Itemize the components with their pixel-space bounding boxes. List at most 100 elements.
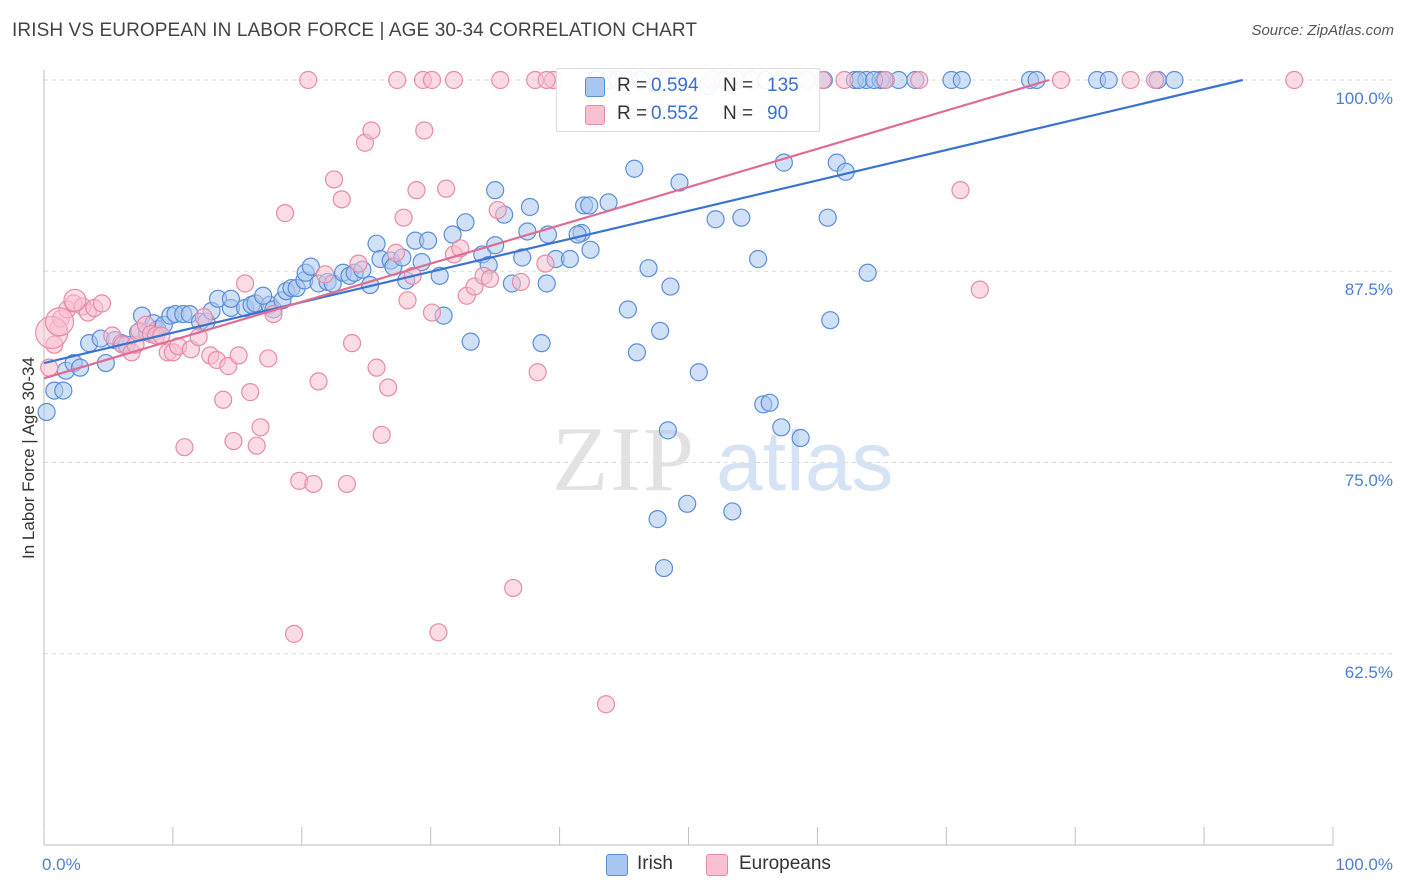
- irish-point-93[interactable]: [678, 494, 697, 513]
- irish-point-62[interactable]: [461, 332, 480, 351]
- irish-point-61[interactable]: [456, 213, 475, 232]
- irish-point-82[interactable]: [580, 196, 599, 215]
- europeans-point-79[interactable]: [444, 70, 464, 90]
- irish-point-106[interactable]: [818, 208, 837, 227]
- europeans-point-38[interactable]: [275, 204, 295, 223]
- europeans-point-31[interactable]: [229, 346, 248, 365]
- irish-point-84[interactable]: [627, 343, 647, 362]
- irish-point-90[interactable]: [661, 277, 680, 296]
- europeans-point-75[interactable]: [299, 70, 318, 90]
- europeans-point-95[interactable]: [1285, 70, 1304, 90]
- irish-point-32[interactable]: [254, 286, 273, 305]
- irish-point-76[interactable]: [560, 249, 580, 269]
- europeans-point-87[interactable]: [835, 70, 854, 90]
- irish-point-74[interactable]: [537, 274, 556, 293]
- europeans-point-94[interactable]: [1146, 70, 1165, 90]
- europeans-point-9[interactable]: [92, 294, 112, 313]
- irish-point-87[interactable]: [651, 321, 670, 341]
- europeans-point-47[interactable]: [342, 334, 362, 353]
- europeans-point-56[interactable]: [398, 291, 417, 310]
- irish-point-49[interactable]: [367, 234, 386, 253]
- europeans-point-89[interactable]: [910, 70, 929, 90]
- irish-point-94[interactable]: [689, 363, 708, 382]
- europeans-point-34[interactable]: [247, 436, 266, 455]
- europeans-point-59[interactable]: [415, 121, 434, 140]
- europeans-point-30[interactable]: [224, 431, 243, 451]
- irish-point-92[interactable]: [670, 173, 689, 192]
- europeans-point-68[interactable]: [480, 269, 500, 288]
- irish-point-57[interactable]: [419, 231, 438, 250]
- europeans-point-62[interactable]: [437, 179, 456, 198]
- europeans-point-44[interactable]: [324, 170, 344, 189]
- irish-point-0[interactable]: [37, 402, 56, 422]
- europeans-point-72[interactable]: [528, 363, 547, 382]
- europeans-point-93[interactable]: [1121, 70, 1140, 90]
- europeans-point-61[interactable]: [429, 623, 448, 642]
- irish-point-125[interactable]: [1099, 70, 1118, 90]
- irish-point-72[interactable]: [532, 334, 551, 353]
- europeans-point-35[interactable]: [251, 418, 270, 437]
- europeans-point-32[interactable]: [235, 274, 255, 293]
- irish-point-89[interactable]: [654, 558, 674, 578]
- europeans-point-74[interactable]: [596, 695, 616, 714]
- europeans-point-58[interactable]: [407, 181, 426, 200]
- europeans-point-53[interactable]: [379, 378, 398, 397]
- europeans-point-42[interactable]: [309, 372, 328, 391]
- europeans-point-51[interactable]: [367, 358, 386, 377]
- europeans-point-92[interactable]: [1051, 70, 1071, 90]
- irish-point-105[interactable]: [821, 311, 840, 330]
- irish-point-88[interactable]: [648, 510, 667, 529]
- europeans-large-point-1[interactable]: [44, 307, 75, 337]
- irish-point-102[interactable]: [772, 418, 791, 437]
- europeans-point-70[interactable]: [504, 578, 523, 598]
- europeans-point-90[interactable]: [951, 181, 970, 200]
- europeans-point-69[interactable]: [488, 200, 507, 220]
- irish-point-60[interactable]: [443, 225, 462, 244]
- europeans-point-60[interactable]: [422, 303, 442, 322]
- irish-point-67[interactable]: [486, 181, 505, 200]
- europeans-point-91[interactable]: [970, 280, 989, 299]
- europeans-point-41[interactable]: [304, 474, 323, 494]
- europeans-point-78[interactable]: [422, 70, 442, 90]
- irish-point-40[interactable]: [301, 257, 320, 276]
- europeans-point-48[interactable]: [349, 254, 368, 273]
- europeans-point-50[interactable]: [362, 121, 381, 140]
- europeans-point-22[interactable]: [175, 438, 194, 457]
- europeans-point-73[interactable]: [536, 254, 555, 273]
- irish-point-27[interactable]: [221, 289, 241, 308]
- irish-point-2[interactable]: [54, 381, 73, 400]
- irish-point-86[interactable]: [639, 259, 658, 278]
- irish-point-97[interactable]: [723, 502, 742, 521]
- europeans-point-33[interactable]: [241, 383, 260, 402]
- europeans-large-point-2[interactable]: [63, 288, 87, 312]
- europeans-point-43[interactable]: [315, 265, 335, 284]
- europeans-point-54[interactable]: [386, 243, 405, 262]
- irish-point-98[interactable]: [732, 208, 751, 227]
- irish-point-96[interactable]: [706, 210, 725, 229]
- europeans-point-83[interactable]: [537, 70, 556, 90]
- europeans-point-28[interactable]: [214, 390, 233, 409]
- europeans-point-88[interactable]: [876, 70, 895, 90]
- europeans-point-76[interactable]: [388, 70, 407, 90]
- irish-point-85[interactable]: [625, 159, 644, 178]
- irish-point-71[interactable]: [520, 197, 540, 217]
- europeans-point-36[interactable]: [259, 349, 278, 368]
- irish-point-101[interactable]: [760, 393, 779, 412]
- irish-point-104[interactable]: [791, 428, 810, 448]
- europeans-point-45[interactable]: [332, 190, 351, 209]
- europeans-point-39[interactable]: [284, 624, 304, 643]
- irish-point-56[interactable]: [412, 252, 431, 272]
- irish-point-121[interactable]: [952, 70, 971, 90]
- europeans-point-52[interactable]: [372, 425, 391, 445]
- irish-point-78[interactable]: [581, 240, 600, 259]
- irish-point-99[interactable]: [749, 249, 768, 269]
- irish-point-91[interactable]: [658, 421, 677, 440]
- europeans-point-55[interactable]: [394, 208, 413, 227]
- europeans-point-80[interactable]: [491, 70, 510, 90]
- irish-point-109[interactable]: [858, 263, 877, 282]
- irish-point-127[interactable]: [1165, 70, 1184, 90]
- europeans-point-71[interactable]: [511, 272, 531, 292]
- irish-point-69[interactable]: [513, 248, 532, 267]
- irish-point-83[interactable]: [618, 300, 638, 319]
- europeans-point-46[interactable]: [337, 474, 357, 494]
